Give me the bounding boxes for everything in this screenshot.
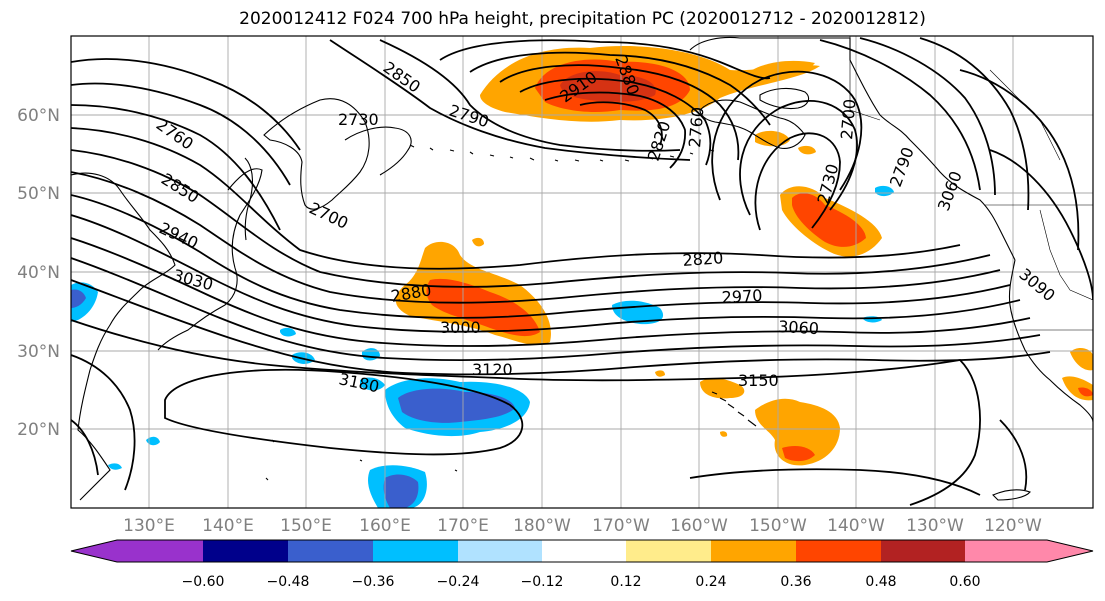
height-contours <box>71 37 1093 506</box>
colorbar-segment <box>626 540 711 562</box>
latitude-axis: 60°N 50°N 40°N 30°N 20°N <box>17 106 60 440</box>
colorbar-tick-label: −0.48 <box>267 574 310 590</box>
colorbar-tick-label: 0.60 <box>949 574 980 590</box>
colorbar-tick-label: 0.36 <box>780 574 811 590</box>
colorbar-tick-label: 0.48 <box>865 574 896 590</box>
contour-label: 3060 <box>778 317 820 338</box>
colorbar: −0.60 −0.48 −0.36 −0.24 −0.12 0.12 0.24 … <box>70 539 1094 590</box>
colorbar-segment <box>796 540 881 562</box>
lon-label: 150°W <box>749 516 807 536</box>
colorbar-tick-label: −0.36 <box>352 574 395 590</box>
colorbar-segment <box>373 540 458 562</box>
lon-label: 160°W <box>670 516 728 536</box>
lat-label: 40°N <box>17 263 60 283</box>
colorbar-tick-label: −0.24 <box>437 574 480 590</box>
lat-label: 60°N <box>17 106 60 126</box>
lat-label: 30°N <box>17 342 60 362</box>
lon-label: 130°E <box>123 516 175 536</box>
colorbar-segment <box>965 540 1047 562</box>
longitude-axis: 130°E 140°E 150°E 160°E 170°E 180°W 170°… <box>123 516 1042 536</box>
lon-label: 130°W <box>906 516 964 536</box>
colorbar-segment <box>458 540 542 562</box>
colorbar-segment <box>117 540 203 562</box>
lon-label: 140°E <box>202 516 254 536</box>
colorbar-tick-label: 0.24 <box>695 574 726 590</box>
colorbar-segment <box>711 540 796 562</box>
colorbar-segment <box>881 540 965 562</box>
lon-label: 180°W <box>513 516 571 536</box>
map-title: 2020012412 F024 700 hPa height, precipit… <box>239 9 926 29</box>
lon-label: 170°W <box>592 516 650 536</box>
colorbar-extend-high <box>1047 540 1093 562</box>
colorbar-tick-label: −0.60 <box>182 574 225 590</box>
contour-label: 2970 <box>721 286 763 307</box>
lon-label: 170°E <box>437 516 489 536</box>
contour-label: 2820 <box>682 248 724 270</box>
colorbar-segment <box>288 540 373 562</box>
colorbar-extend-low <box>71 540 117 562</box>
lat-label: 50°N <box>17 184 60 204</box>
colorbar-tick-label: −0.12 <box>521 574 564 590</box>
contour-label: 2760 <box>685 106 707 148</box>
contour-label: 2730 <box>338 110 379 129</box>
contour-label: 3120 <box>472 360 513 379</box>
colorbar-segment <box>542 540 626 562</box>
lon-label: 150°E <box>280 516 332 536</box>
lat-label: 20°N <box>17 420 60 440</box>
colorbar-segment <box>203 540 288 562</box>
lon-label: 120°W <box>984 516 1042 536</box>
contour-label: 2700 <box>837 98 859 140</box>
contour-label: 3000 <box>440 318 481 337</box>
lon-label: 140°W <box>827 516 885 536</box>
lon-label: 160°E <box>359 516 411 536</box>
colorbar-tick-label: 0.12 <box>610 574 641 590</box>
map-panel: 2850 2910 2880 2730 2790 2820 2760 2760 … <box>70 35 1094 509</box>
contour-label: 3150 <box>738 371 779 390</box>
